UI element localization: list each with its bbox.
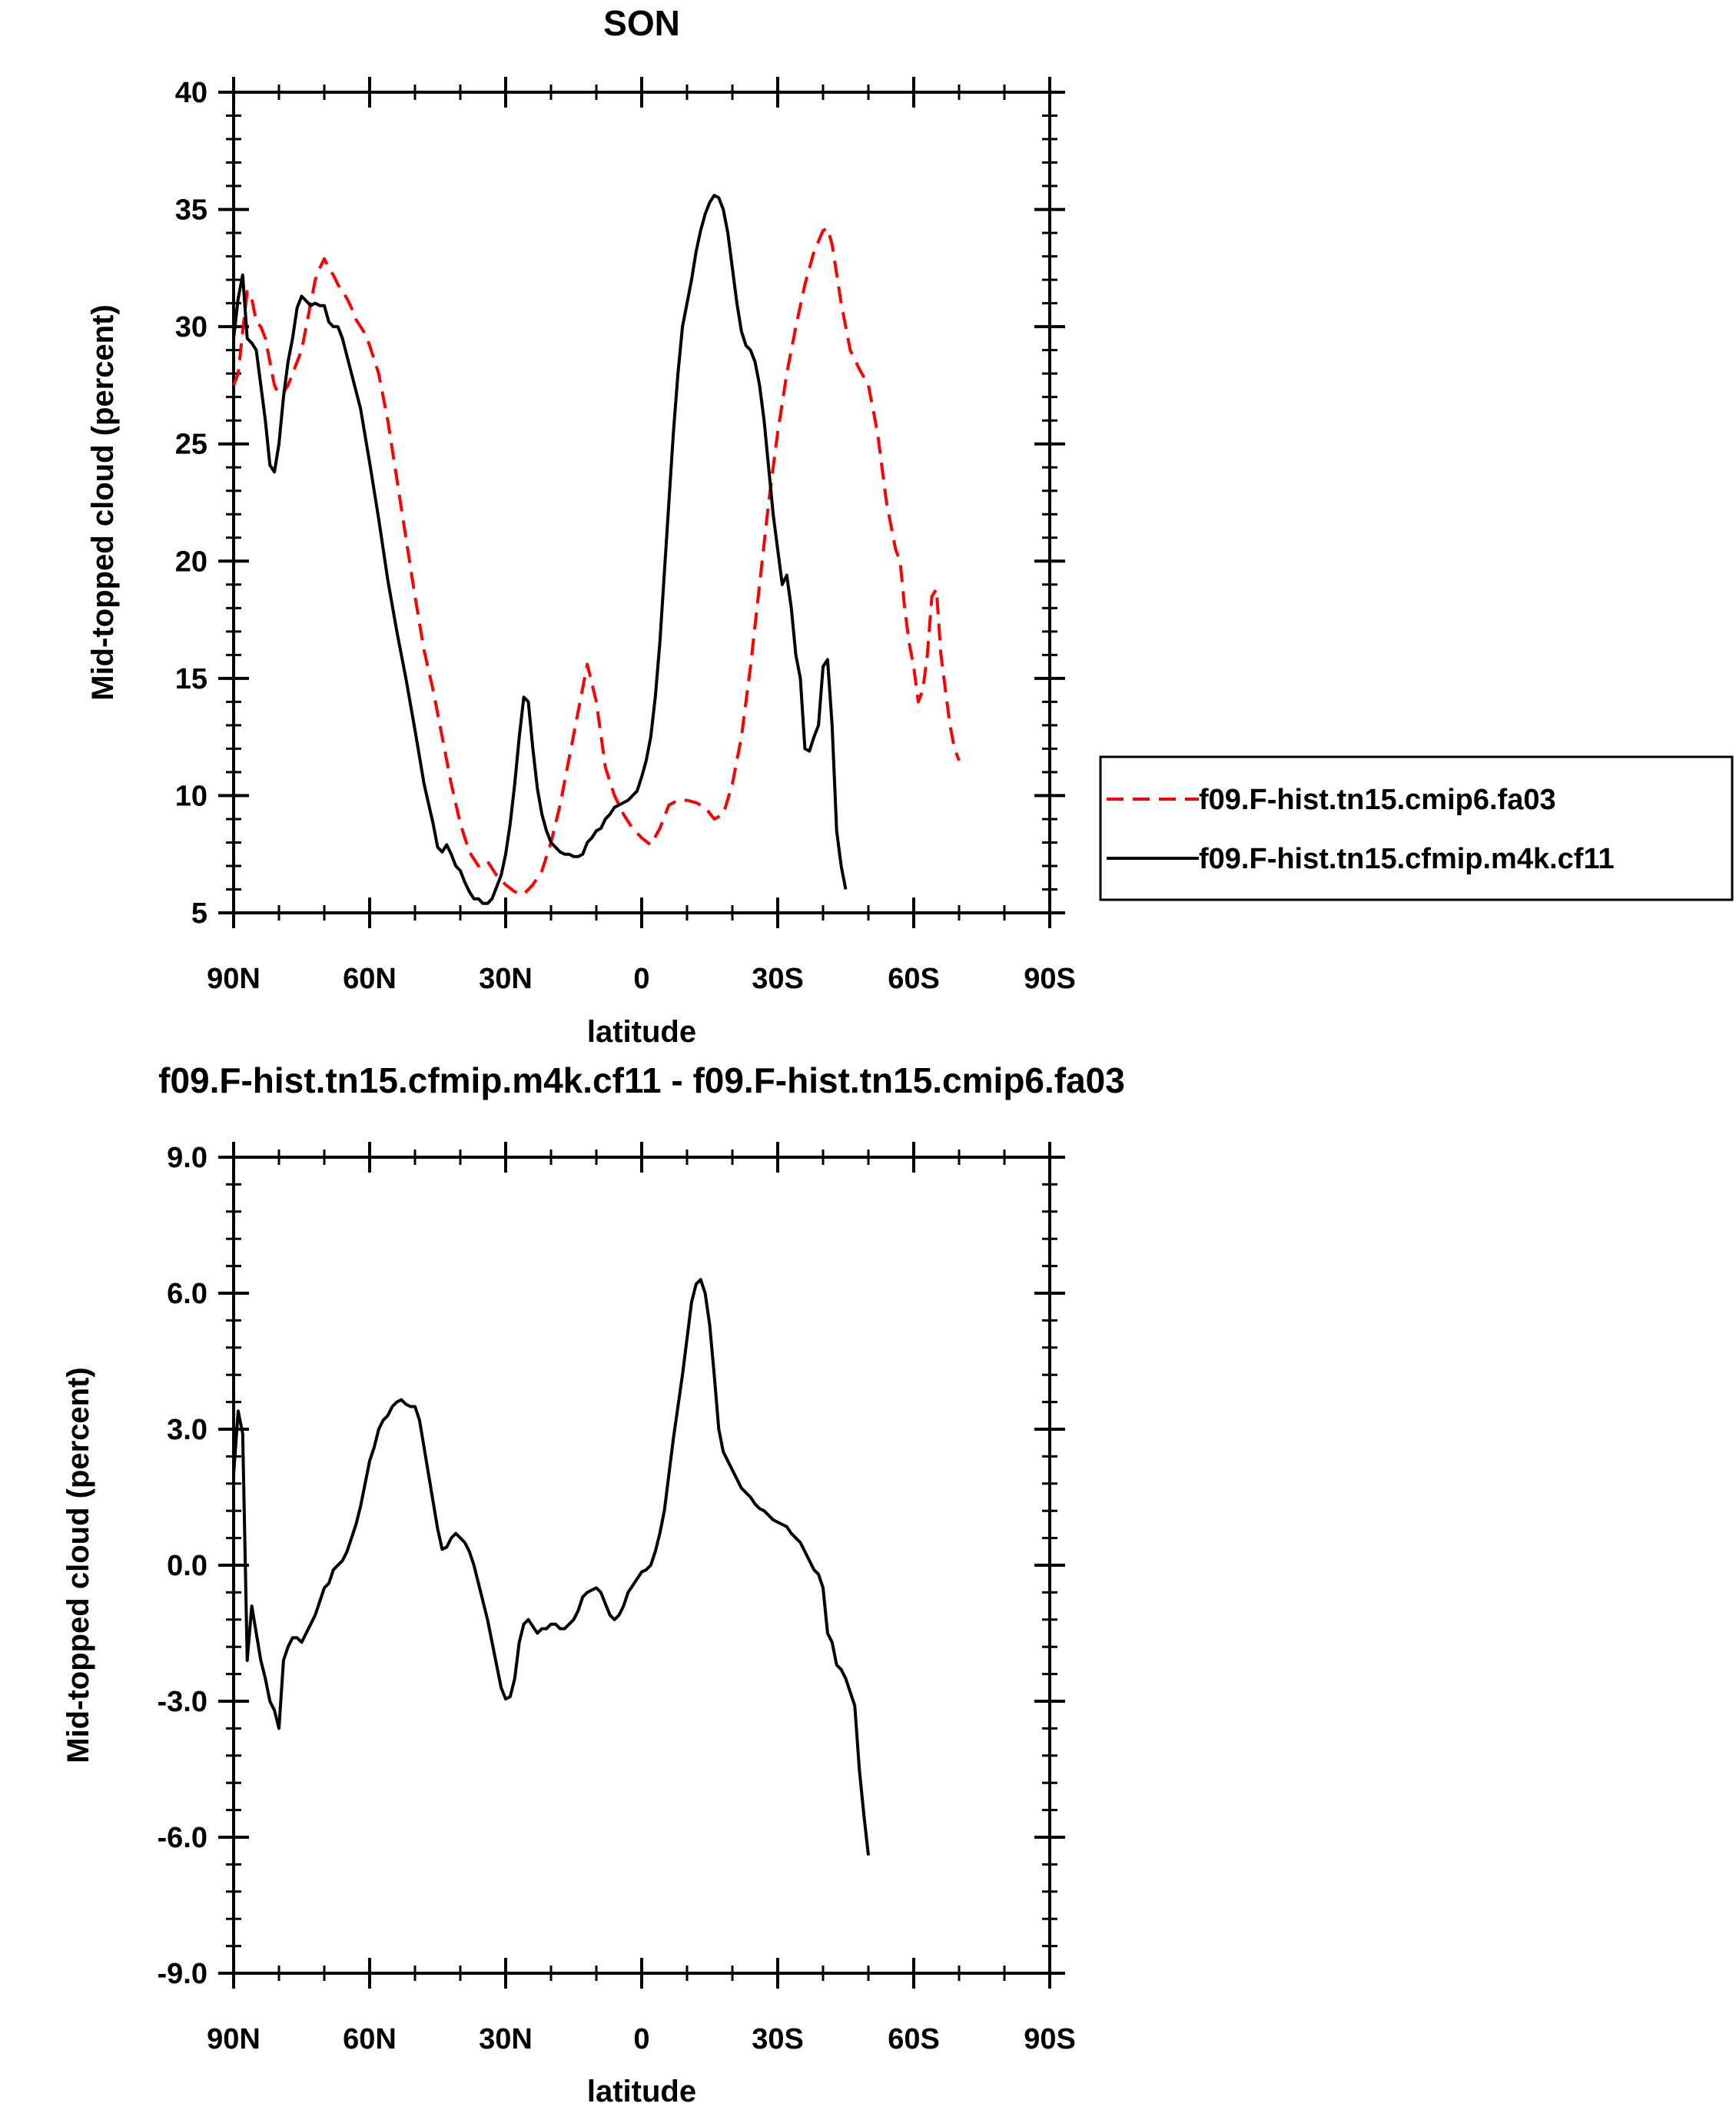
y-tick-label: 20 [175,546,207,578]
legend-label-cmip6: f09.F-hist.tn15.cmip6.fa03 [1199,784,1556,816]
top-chart-x-tick-labels: 90N 60N 30N 0 30S 60S 90S [207,963,1076,995]
x-tick-label: 60N [343,2023,397,2055]
y-tick-label: -9.0 [158,1958,207,1990]
bottom-chart-x-tick-labels: 90N 60N 30N 0 30S 60S 90S [207,2023,1076,2055]
legend-box [1099,755,1734,901]
legend-label-cfmip: f09.F-hist.tn15.cfmip.m4k.cf11 [1199,843,1615,875]
x-tick-label: 90N [207,963,261,995]
x-tick-label: 0 [633,2023,649,2055]
y-tick-label: 5 [191,897,207,930]
x-tick-label: 90S [1024,963,1076,995]
bottom-plot-frame [232,1156,1051,1975]
y-tick-label: -3.0 [158,1686,207,1718]
y-tick-label: -6.0 [158,1822,207,1854]
x-tick-label: 30S [752,2023,804,2055]
y-tick-label: 0.0 [167,1550,207,1582]
y-tick-label: 25 [175,429,207,461]
top-chart-legend: f09.F-hist.tn15.cmip6.fa03 f09.F-hist.tn… [1099,755,1734,901]
y-tick-label: 6.0 [167,1278,207,1310]
top-chart-ticks [218,77,1065,928]
x-tick-label: 30N [479,2023,533,2055]
series-line-0 [232,1278,870,1856]
bottom-chart-y-tick-labels: -9.0 -6.0 -3.0 0.0 3.0 6.0 9.0 [158,1142,207,1990]
x-tick-label: 60N [343,963,397,995]
top-plot-frame [232,91,1051,914]
bottom-chart-title: f09.F-hist.tn15.cfmip.m4k.cf11 - f09.F-h… [158,1060,1125,1100]
bottom-chart-y-axis-label: Mid-topped cloud (percent) [61,1367,95,1763]
x-tick-label: 30N [479,963,533,995]
x-tick-label: 30S [752,963,804,995]
bottom-chart-series [232,1278,870,1856]
x-tick-label: 0 [633,963,649,995]
y-tick-label: 15 [175,663,207,695]
top-chart-title: SON [603,3,680,43]
top-chart-y-tick-labels: 5 10 15 20 25 30 35 40 [175,77,207,930]
x-tick-label: 60S [888,963,940,995]
top-chart-y-axis-label: Mid-topped cloud (percent) [86,304,120,701]
y-tick-label: 35 [175,194,207,227]
bottom-chart-ticks [218,1142,1065,1989]
top-chart-series [232,194,961,905]
bottom-chart-x-axis-label: latitude [587,2075,696,2108]
y-tick-label: 40 [175,77,207,109]
x-tick-label: 60S [888,2023,940,2055]
series-line-0 [232,227,961,896]
y-tick-label: 3.0 [167,1414,207,1446]
y-tick-label: 10 [175,780,207,812]
x-tick-label: 90N [207,2023,261,2055]
series-line-1 [232,194,848,905]
y-tick-label: 9.0 [167,1142,207,1174]
top-chart-x-axis-label: latitude [587,1015,696,1049]
y-tick-label: 30 [175,311,207,343]
x-tick-label: 90S [1024,2023,1076,2055]
bottom-chart: f09.F-hist.tn15.cfmip.m4k.cf11 - f09.F-h… [61,1060,1125,2108]
